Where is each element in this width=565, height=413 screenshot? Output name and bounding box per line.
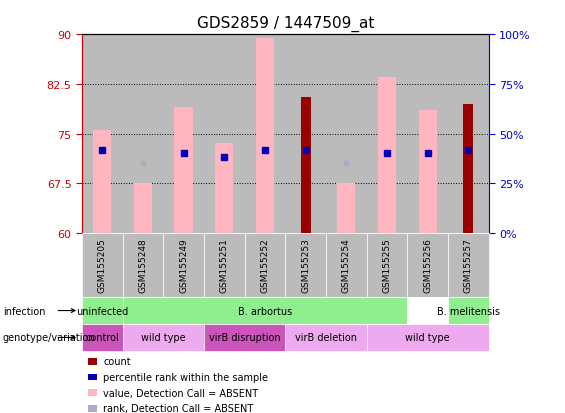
Bar	[419, 111, 437, 233]
Text: uninfected: uninfected	[76, 306, 128, 316]
Text: wild type: wild type	[406, 332, 450, 343]
Text: control: control	[85, 332, 119, 343]
Text: GSM155255: GSM155255	[383, 238, 392, 293]
Text: B. arbortus: B. arbortus	[238, 306, 292, 316]
Text: count: count	[103, 356, 131, 366]
Bar	[367, 35, 407, 233]
Bar	[378, 78, 396, 233]
Bar	[326, 35, 367, 233]
Text: GSM155248: GSM155248	[138, 238, 147, 293]
Bar	[82, 35, 123, 233]
Bar	[123, 35, 163, 233]
Bar	[163, 35, 204, 233]
Text: wild type: wild type	[141, 332, 185, 343]
Bar	[448, 35, 489, 233]
Text: value, Detection Call = ABSENT: value, Detection Call = ABSENT	[103, 388, 259, 398]
Bar	[337, 184, 355, 233]
Text: GSM155205: GSM155205	[98, 238, 107, 293]
Bar	[93, 131, 111, 233]
Bar	[245, 35, 285, 233]
Bar	[407, 35, 448, 233]
Text: GSM155251: GSM155251	[220, 238, 229, 293]
Text: GSM155254: GSM155254	[342, 238, 351, 293]
Bar	[204, 35, 245, 233]
Bar	[215, 144, 233, 233]
Text: percentile rank within the sample: percentile rank within the sample	[103, 372, 268, 382]
Text: GSM155257: GSM155257	[464, 238, 473, 293]
Text: virB disruption: virB disruption	[209, 332, 280, 343]
Text: GSM155256: GSM155256	[423, 238, 432, 293]
Text: virB deletion: virB deletion	[295, 332, 357, 343]
Text: B. melitensis: B. melitensis	[437, 306, 500, 316]
Text: rank, Detection Call = ABSENT: rank, Detection Call = ABSENT	[103, 404, 254, 413]
Text: GSM155249: GSM155249	[179, 238, 188, 293]
Text: GSM155252: GSM155252	[260, 238, 270, 293]
Bar	[175, 108, 193, 233]
Bar	[285, 35, 326, 233]
Text: genotype/variation: genotype/variation	[3, 332, 95, 343]
Bar	[463, 104, 473, 233]
Title: GDS2859 / 1447509_at: GDS2859 / 1447509_at	[197, 16, 374, 32]
Text: infection: infection	[3, 306, 45, 316]
Bar	[134, 184, 152, 233]
Text: GSM155253: GSM155253	[301, 238, 310, 293]
Bar	[301, 98, 311, 233]
Bar	[256, 38, 274, 233]
